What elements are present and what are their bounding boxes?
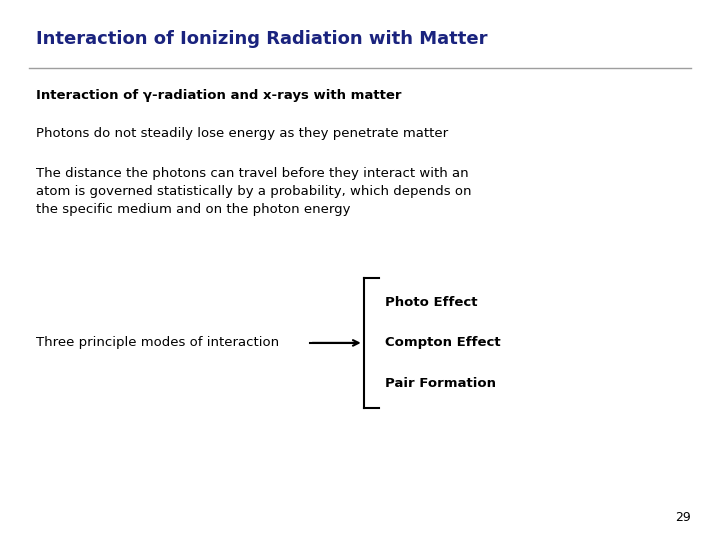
Text: Photo Effect: Photo Effect	[385, 296, 477, 309]
Text: Three principle modes of interaction: Three principle modes of interaction	[36, 336, 279, 349]
Text: 29: 29	[675, 511, 691, 524]
Text: Compton Effect: Compton Effect	[385, 336, 501, 349]
Text: Pair Formation: Pair Formation	[385, 377, 496, 390]
Text: Photons do not steadily lose energy as they penetrate matter: Photons do not steadily lose energy as t…	[36, 127, 448, 140]
Text: Interaction of Ionizing Radiation with Matter: Interaction of Ionizing Radiation with M…	[36, 30, 487, 48]
Text: The distance the photons can travel before they interact with an
atom is governe: The distance the photons can travel befo…	[36, 167, 472, 217]
Text: Interaction of γ-radiation and x-rays with matter: Interaction of γ-radiation and x-rays wi…	[36, 89, 402, 102]
